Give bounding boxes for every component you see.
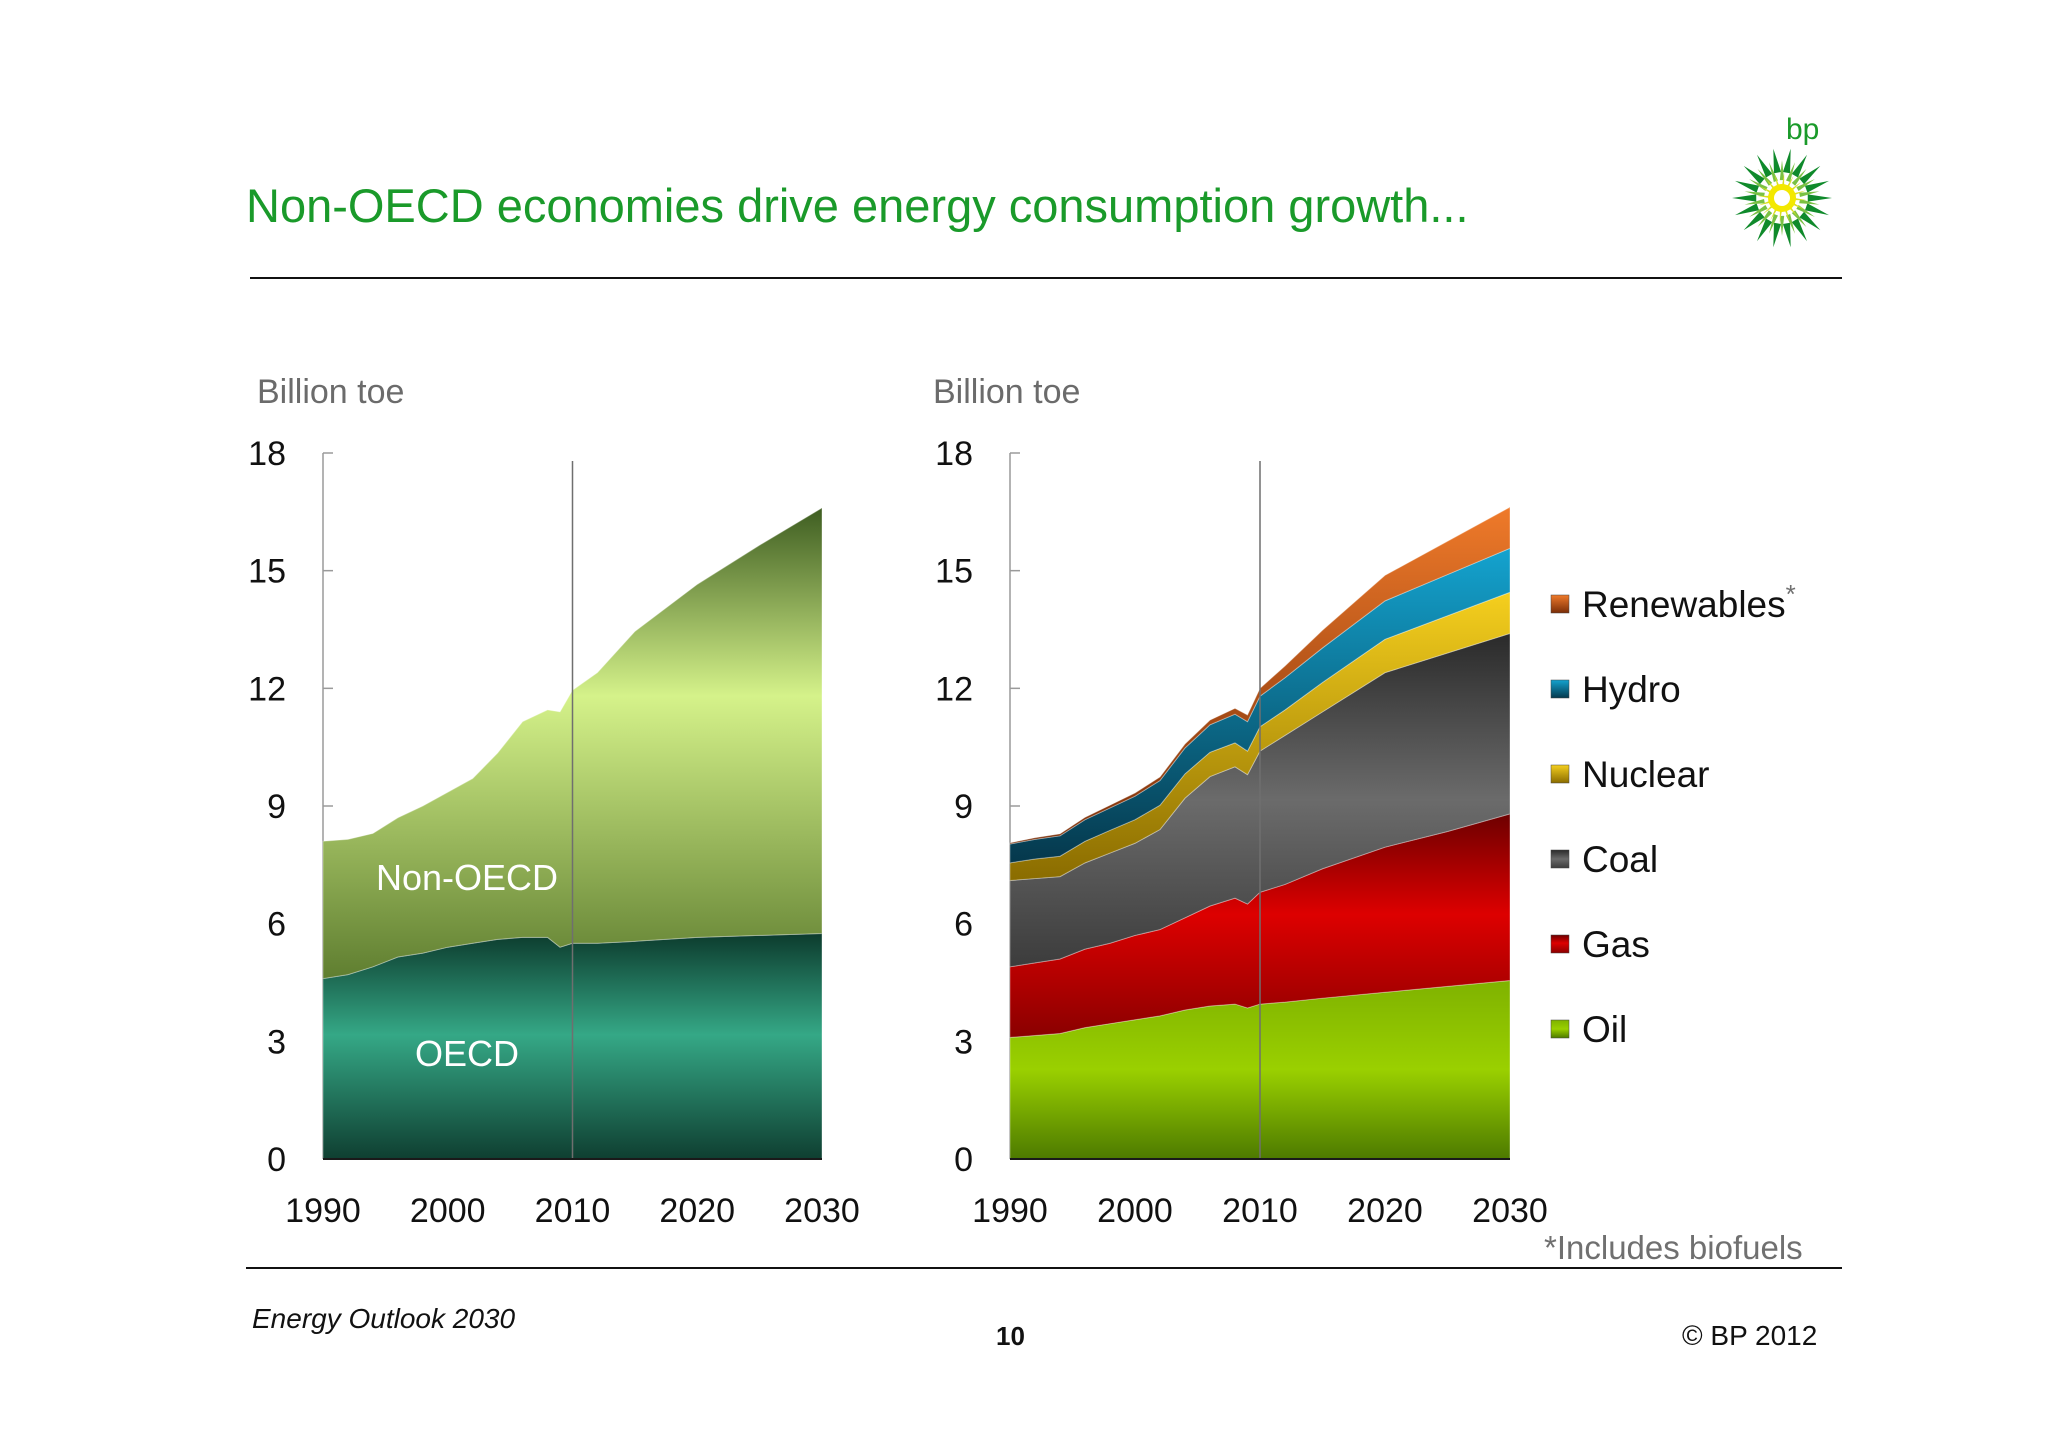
area-renewables [1009, 506, 1511, 845]
x-tick-label: 2000 [1097, 1192, 1173, 1230]
helios-petal [1735, 203, 1760, 216]
page-number: 10 [996, 1321, 1025, 1351]
legend-swatch-renewables [1550, 594, 1570, 614]
y-tick-label: 0 [954, 1141, 973, 1179]
helios-petal [1757, 210, 1773, 228]
helios-petal [1744, 198, 1765, 205]
helios-petal [1786, 162, 1795, 182]
helios-petal [1807, 194, 1832, 202]
y-tick-label: 12 [248, 670, 286, 708]
helios-petal [1792, 197, 1807, 201]
y-tick-label: 6 [954, 906, 973, 944]
helios-petal [1749, 205, 1768, 217]
helios-petal [1757, 218, 1773, 242]
x-tick-label: 2010 [1222, 1192, 1298, 1230]
footer-publication: Energy Outlook 2030 [252, 1303, 516, 1334]
y-tick-label: 15 [248, 553, 286, 591]
helios-petal [1804, 180, 1829, 193]
y-tick-label: 9 [954, 788, 973, 826]
y-axis-title: Billion toe [257, 373, 404, 411]
helios-petal [1799, 191, 1820, 198]
legend-swatch-coal [1550, 849, 1570, 869]
y-tick-label: 3 [267, 1023, 286, 1061]
x-tick-label: 1990 [972, 1192, 1048, 1230]
helios-petal [1773, 222, 1782, 248]
fuel-area-chart: Billion toe 0 3 6 9 12 15 18 1990 2000 2010 2020 203… [933, 373, 1796, 1230]
x-tick-label: 2020 [1347, 1192, 1423, 1230]
helios-petal [1782, 148, 1791, 174]
helios-petal [1782, 222, 1791, 248]
slide-title: Non-OECD economies drive energy consumpt… [246, 179, 1469, 232]
y-tick-label: 18 [935, 435, 973, 473]
helios-petal [1804, 203, 1829, 216]
helios-petal [1799, 198, 1820, 205]
helios-petal [1743, 165, 1765, 185]
footer-divider [246, 1267, 1842, 1269]
x-tick-label: 2000 [410, 1192, 486, 1230]
helios-petal [1791, 218, 1807, 242]
helios-petal [1799, 165, 1821, 185]
helios-petal [1779, 208, 1783, 223]
header-divider [250, 277, 1842, 279]
helios-petal [1779, 160, 1785, 181]
helios-petal [1757, 154, 1773, 178]
helios-petal [1796, 179, 1815, 191]
helios-petal [1757, 195, 1772, 199]
legend-label-nuclear: Nuclear [1582, 754, 1710, 795]
helios-core [1774, 190, 1790, 206]
helios-petal [1769, 162, 1778, 182]
legend-label-gas: Gas [1582, 924, 1650, 965]
legend-label-renewables: Renewables* [1582, 579, 1796, 625]
inline-label-non-oecd: Non-OECD [376, 857, 558, 898]
legend-swatch-gas [1550, 934, 1570, 954]
x-tick-label: 2030 [784, 1192, 860, 1230]
helios-petal [1786, 214, 1795, 234]
inline-label-oecd: OECD [415, 1033, 519, 1074]
helios-petal [1791, 154, 1807, 178]
footnote: *Includes biofuels [1544, 1229, 1803, 1266]
helios-petal [1735, 180, 1760, 193]
legend-swatch-hydro [1550, 679, 1570, 699]
helios-petal [1791, 168, 1807, 186]
x-tick-label: 2010 [535, 1192, 611, 1230]
oecd-area-chart: Billion toe 0 3 6 9 12 15 18 1990 2000 2010 2020 203… [248, 373, 860, 1230]
helios-petal [1743, 211, 1765, 231]
legend-label-coal: Coal [1582, 839, 1658, 880]
helios-petal [1732, 194, 1757, 202]
y-axis-title: Billion toe [933, 373, 1080, 411]
x-tick-label: 2020 [659, 1192, 735, 1230]
copyright: © BP 2012 [1682, 1320, 1818, 1351]
legend-label-oil: Oil [1582, 1009, 1627, 1050]
helios-petal [1744, 191, 1765, 198]
y-tick-label: 12 [935, 670, 973, 708]
legend-label-hydro: Hydro [1582, 669, 1681, 710]
y-tick-label: 9 [267, 788, 286, 826]
y-tick-label: 18 [248, 435, 286, 473]
helios-petal [1781, 173, 1785, 188]
helios-petal [1779, 215, 1785, 236]
y-tick-label: 3 [954, 1023, 973, 1061]
x-tick-label: 1990 [285, 1192, 361, 1230]
y-tick-label: 6 [267, 906, 286, 944]
y-tick-label: 0 [267, 1141, 286, 1179]
legend-swatch-nuclear [1550, 764, 1570, 784]
y-tick-label: 15 [935, 553, 973, 591]
legend-swatch-oil [1550, 1019, 1570, 1039]
helios-petal [1769, 214, 1778, 234]
bp-logo: bp [1732, 113, 1832, 248]
bp-logo-text: bp [1786, 113, 1819, 146]
helios-petal [1773, 148, 1782, 174]
helios-petal [1799, 211, 1821, 231]
x-tick-label: 2030 [1472, 1192, 1548, 1230]
